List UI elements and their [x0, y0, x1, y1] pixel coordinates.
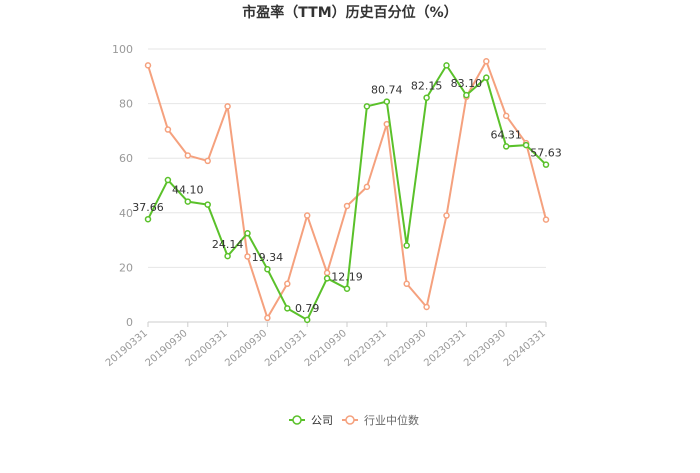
- data-point[interactable]: [303, 212, 311, 219]
- data-label: 57.63: [530, 147, 562, 160]
- data-point[interactable]: [542, 161, 550, 168]
- legend-marker: [345, 415, 355, 425]
- legend-item-company[interactable]: 公司: [289, 414, 333, 427]
- data-point[interactable]: [264, 265, 271, 273]
- legend-item-industry-median[interactable]: 行业中位数: [342, 413, 419, 427]
- x-tick-label: 20210331: [263, 328, 309, 369]
- chart-title: 市盈率（TTM）历史百分位（%）: [242, 4, 457, 21]
- data-point[interactable]: [264, 314, 271, 322]
- x-tick-label: 20210930: [303, 328, 349, 369]
- series-group: [144, 58, 550, 324]
- data-point[interactable]: [204, 201, 211, 208]
- data-point[interactable]: [323, 275, 331, 282]
- data-label: 0.79: [295, 302, 320, 315]
- data-point[interactable]: [383, 120, 391, 128]
- x-tick-label: 20190930: [144, 328, 190, 369]
- data-point[interactable]: [542, 216, 550, 223]
- y-tick-label: 80: [119, 98, 133, 111]
- data-point[interactable]: [423, 303, 430, 311]
- legend-label: 公司: [311, 414, 333, 427]
- data-point[interactable]: [224, 252, 231, 260]
- data-point[interactable]: [284, 280, 291, 288]
- grid-lines: [148, 48, 546, 268]
- data-point[interactable]: [284, 305, 291, 312]
- x-tick-label: 20230930: [462, 328, 508, 369]
- data-point[interactable]: [403, 280, 410, 288]
- x-tick-label: 20200930: [223, 328, 269, 369]
- data-point[interactable]: [363, 103, 371, 110]
- data-point[interactable]: [184, 198, 192, 205]
- data-label: 64.31: [490, 128, 522, 141]
- data-label: 44.10: [172, 184, 204, 197]
- data-label: 12.19: [331, 271, 363, 284]
- x-tick-label: 20220331: [343, 328, 389, 369]
- y-tick-label: 0: [126, 316, 133, 329]
- x-axis-ticks: 2019033120190930202003312020093020210331…: [104, 328, 548, 369]
- y-tick-label: 60: [119, 152, 133, 165]
- data-point[interactable]: [522, 141, 530, 149]
- x-axis: [147, 321, 547, 327]
- legend-label: 行业中位数: [364, 413, 419, 427]
- data-point[interactable]: [224, 103, 231, 110]
- x-tick-label: 20220930: [382, 328, 428, 369]
- data-point[interactable]: [463, 91, 470, 99]
- x-tick-label: 20230331: [422, 328, 468, 369]
- data-point[interactable]: [204, 157, 211, 165]
- x-tick-label: 20200331: [183, 328, 229, 369]
- data-point[interactable]: [343, 202, 351, 210]
- data-point[interactable]: [144, 62, 152, 69]
- data-point[interactable]: [443, 62, 450, 69]
- data-point[interactable]: [184, 152, 192, 159]
- data-point[interactable]: [483, 74, 490, 81]
- x-tick-label: 20240331: [502, 328, 548, 369]
- y-tick-label: 100: [112, 43, 133, 56]
- data-point[interactable]: [483, 58, 490, 65]
- legend-marker: [292, 415, 302, 425]
- data-point[interactable]: [164, 126, 172, 133]
- data-point[interactable]: [383, 98, 391, 105]
- data-label: 83.10: [451, 77, 483, 90]
- data-point[interactable]: [244, 253, 251, 260]
- y-axis-ticks: 0 20 40 60 80 100: [112, 43, 133, 329]
- data-point[interactable]: [144, 215, 152, 223]
- data-point[interactable]: [443, 212, 450, 219]
- y-tick-label: 40: [119, 207, 133, 220]
- data-label: 19.34: [252, 251, 284, 264]
- y-tick-label: 20: [119, 261, 133, 274]
- data-point[interactable]: [363, 183, 371, 191]
- data-label: 24.14: [212, 238, 244, 251]
- x-tick-label: 20190331: [104, 328, 150, 369]
- data-point[interactable]: [502, 143, 510, 150]
- data-labels: 37.66 44.10 24.14 19.34 0.79 12.19 80.74 82.15 8…: [132, 77, 562, 315]
- data-label: 80.74: [371, 84, 403, 97]
- data-point[interactable]: [502, 112, 510, 120]
- data-point[interactable]: [323, 269, 331, 277]
- data-point[interactable]: [244, 230, 251, 237]
- data-point[interactable]: [303, 316, 311, 324]
- data-label: 82.15: [411, 80, 443, 93]
- data-point[interactable]: [164, 176, 172, 184]
- data-point[interactable]: [423, 94, 430, 101]
- data-point[interactable]: [343, 285, 351, 292]
- legend[interactable]: 公司 行业中位数: [289, 413, 419, 427]
- data-label: 37.66: [132, 201, 164, 214]
- data-point[interactable]: [403, 242, 410, 249]
